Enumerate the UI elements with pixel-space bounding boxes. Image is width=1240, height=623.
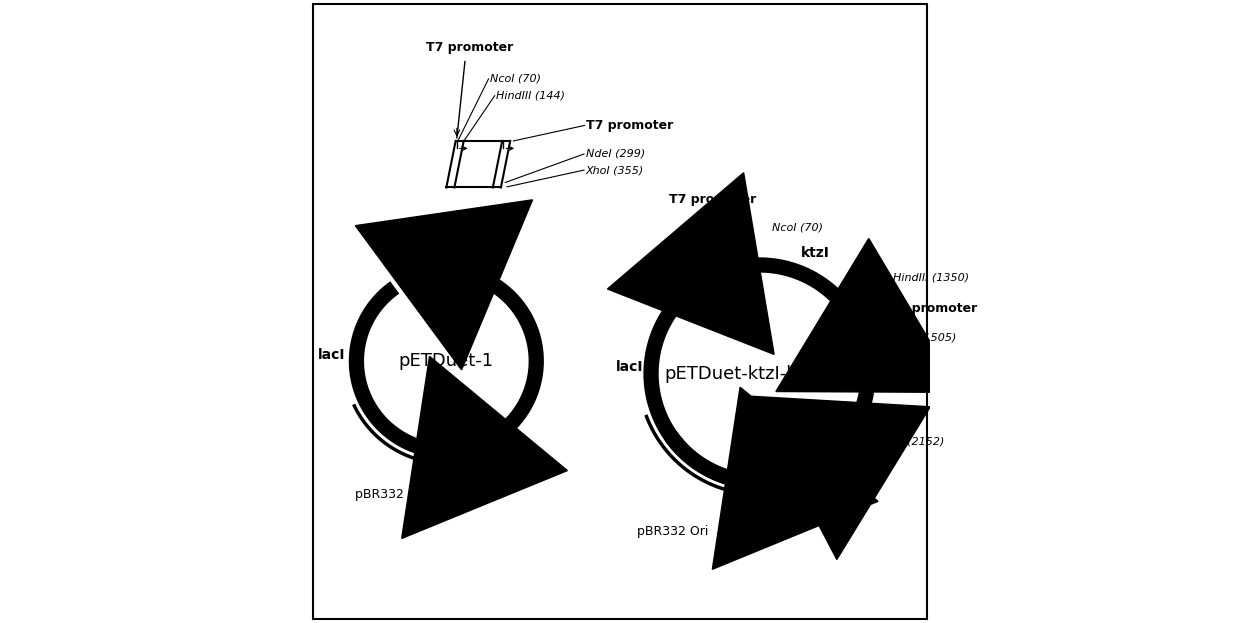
Text: NcoI (70): NcoI (70) (490, 74, 541, 84)
Text: pBR332 Ori: pBR332 Ori (637, 525, 708, 538)
Text: bla: bla (744, 528, 769, 542)
Text: pBR332 Ori: pBR332 Ori (355, 488, 427, 501)
Polygon shape (751, 396, 930, 559)
Text: NdeI (299): NdeI (299) (585, 149, 645, 159)
Text: bla: bla (481, 426, 505, 439)
Polygon shape (608, 173, 774, 354)
Text: HindIII (1350): HindIII (1350) (893, 272, 968, 282)
Text: pETDuet-1: pETDuet-1 (399, 352, 494, 370)
Polygon shape (356, 200, 532, 370)
Text: lacI: lacI (317, 348, 346, 362)
Text: T7 promoter: T7 promoter (890, 302, 977, 315)
Text: NcoI (70): NcoI (70) (773, 223, 823, 233)
FancyBboxPatch shape (312, 4, 928, 619)
Polygon shape (712, 387, 878, 569)
Text: HindIII (144): HindIII (144) (496, 91, 565, 101)
Text: lacI: lacI (615, 360, 644, 374)
Text: ktzI: ktzI (801, 245, 830, 260)
Text: NdeI (1505): NdeI (1505) (890, 333, 956, 343)
Text: T7 promoter: T7 promoter (670, 193, 756, 206)
Text: XhoI (355): XhoI (355) (585, 165, 644, 175)
Polygon shape (402, 356, 568, 538)
Text: T7 promoter: T7 promoter (585, 119, 673, 132)
Text: pETDuet-ktzI-ktzT: pETDuet-ktzI-ktzT (663, 364, 825, 383)
Polygon shape (776, 239, 960, 392)
Text: XhoI (2152): XhoI (2152) (879, 437, 945, 447)
Text: T7 promoter: T7 promoter (427, 41, 513, 54)
Text: ktzT: ktzT (873, 410, 906, 424)
